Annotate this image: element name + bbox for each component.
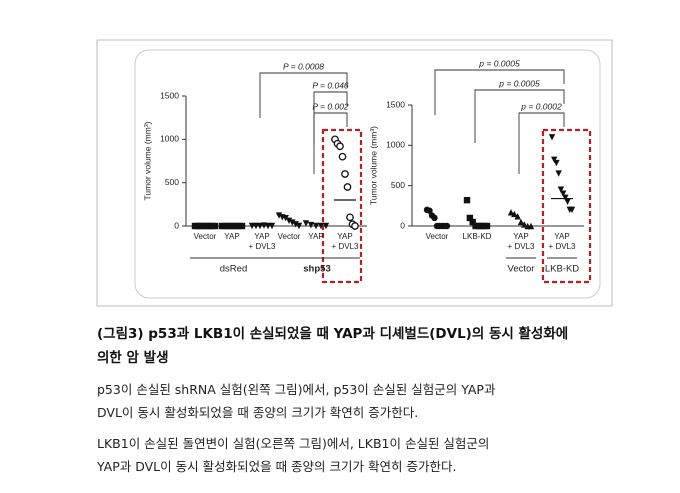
point: [275, 212, 283, 219]
point: [341, 170, 349, 178]
point: [431, 214, 438, 222]
significance-bracket: [474, 89, 565, 143]
significance-bracket: [259, 72, 348, 118]
point: [527, 222, 535, 230]
y-tick-label: 1500: [160, 90, 179, 100]
point: [346, 213, 354, 222]
point: [307, 221, 315, 229]
point: [218, 222, 226, 230]
point: [317, 222, 325, 230]
p-value: p = 0.0005: [498, 78, 540, 88]
paragraph-line: LKB1이 손실된 돌연변이 실험(오른쪽 그림)에서, LKB1이 손실된 실…: [97, 436, 490, 451]
point: [557, 186, 565, 193]
group-label: dsRed: [220, 264, 247, 275]
point: [289, 219, 296, 226]
point: [511, 210, 518, 218]
point: [211, 222, 219, 230]
point: [268, 222, 276, 230]
x-tick-label: + DVL3: [549, 242, 576, 251]
caption-line: 의한 암 발생: [97, 350, 169, 366]
point: [302, 220, 310, 227]
point: [292, 221, 299, 228]
x-tick-label: YAP: [308, 232, 323, 241]
significance-bracket: [313, 112, 348, 174]
x-tick-label: + DVL3: [249, 242, 276, 251]
point: [222, 222, 229, 230]
point: [312, 222, 320, 230]
p-value: P = 0.0008: [283, 61, 324, 71]
point: [256, 222, 264, 230]
highlight-box: [321, 128, 363, 284]
point: [295, 222, 303, 230]
x-tick-label: YAP: [254, 232, 269, 241]
x-tick-label: Vector: [426, 232, 449, 241]
point: [426, 207, 433, 214]
p-value: p = 0.0005: [478, 58, 520, 68]
point: [555, 170, 562, 177]
paragraph-line: DVL이 동시 활성화되었을 때 종양의 크기가 확연히 증가한다.: [97, 405, 419, 420]
point: [322, 222, 330, 230]
x-tick-label: + DVL3: [508, 242, 535, 251]
y-tick-label: 1000: [160, 134, 179, 144]
group-label: shp53: [303, 264, 330, 275]
point: [507, 209, 515, 216]
point: [235, 222, 242, 230]
paragraph-line: YAP과 DVL이 동시 활성화되었을 때 종양의 크기가 확연히 증가한다.: [97, 459, 457, 474]
point: [336, 142, 344, 151]
point: [228, 222, 236, 230]
group-label: Vector: [508, 264, 535, 275]
x-tick-label: Vector: [278, 232, 301, 241]
point: [553, 159, 560, 167]
y-axis-title: Tumor volume (mm³): [368, 126, 378, 205]
point: [238, 222, 246, 230]
x-tick-label: LKB-KD: [463, 232, 492, 241]
point: [443, 222, 451, 230]
point: [225, 222, 232, 230]
highlight-box: [541, 128, 592, 284]
point: [463, 196, 471, 204]
point: [559, 190, 567, 197]
significance-bracket: [434, 69, 565, 115]
p-value: P = 0.046: [312, 80, 349, 90]
point: [351, 222, 359, 230]
x-tick-label: YAP: [337, 232, 352, 241]
point: [285, 217, 293, 224]
point: [564, 198, 571, 205]
p-value: P = 0.002: [312, 101, 349, 111]
y-tick-label: 1000: [386, 140, 405, 150]
point: [343, 183, 352, 191]
y-axis-title: Tumor volume (mm³): [142, 121, 152, 200]
p-value: p = 0.0002: [520, 101, 562, 111]
x-tick-label: YAP: [513, 232, 528, 241]
point: [466, 214, 474, 222]
point: [517, 218, 525, 226]
point: [551, 156, 558, 164]
group-label: LKB-KD: [545, 264, 579, 275]
point: [514, 213, 521, 220]
figure-panel: [134, 49, 601, 299]
x-tick-label: + DVL3: [332, 242, 359, 251]
point: [338, 152, 347, 161]
x-tick-label: YAP: [554, 232, 569, 241]
point: [548, 134, 556, 141]
point: [282, 215, 289, 222]
figure: 0 500 1000 1500 Tumor volume (mm³) Vector YAP Y…: [96, 39, 613, 307]
point: [562, 194, 569, 201]
x-tick-label: YAP: [224, 232, 239, 241]
point: [469, 218, 476, 226]
y-tick-label: 0: [174, 220, 179, 230]
paragraph-line: p53이 손실된 shRNA 실험(왼쪽 그림)에서, p53이 손실된 실험군…: [97, 382, 496, 397]
point: [483, 222, 491, 230]
y-tick-label: 0: [400, 220, 405, 230]
x-tick-label: Vector: [194, 232, 217, 241]
y-tick-label: 500: [165, 177, 179, 187]
significance-bracket: [518, 112, 565, 174]
point: [568, 206, 576, 214]
y-tick-label: 500: [391, 180, 405, 190]
point: [232, 222, 239, 230]
point: [521, 221, 528, 228]
y-tick-label: 1500: [386, 99, 405, 109]
caption-line: (그림3) p53과 LKB1이 손실되었을 때 YAP과 디셰벌드(DVL)의…: [97, 326, 569, 342]
